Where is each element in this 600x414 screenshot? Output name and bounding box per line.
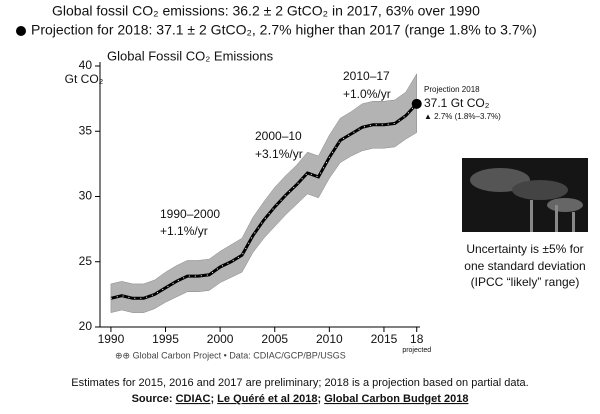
chart-title: Global Fossil CO₂ Emissions xyxy=(107,48,274,63)
headline: Global fossil CO₂ emissions: 36.2 ± 2 Gt… xyxy=(52,3,480,19)
x-note: projected xyxy=(402,347,431,354)
bullet-text: Projection for 2018: 37.1 ± 2 GtCO₂, 2.7… xyxy=(31,22,537,38)
source-link[interactable]: Global Carbon Budget 2018 xyxy=(324,393,468,405)
footnote: Estimates for 2015, 2016 and 2017 are pr… xyxy=(71,377,528,389)
annotation: 2000–10 xyxy=(255,129,302,143)
x-tick-label: 2015 xyxy=(371,332,398,346)
uncertainty-note: one standard deviation xyxy=(464,259,585,273)
y-tick-label: 30 xyxy=(79,189,93,203)
chart-credit: ⊕⊕ Global Carbon Project • Data: CDIAC/G… xyxy=(115,350,346,360)
y-axis-label: Gt CO₂ xyxy=(65,72,104,86)
series-line xyxy=(110,102,418,300)
separator: ; xyxy=(317,393,321,405)
projection-change: ▲ 2.7% (1.8%–3.7%) xyxy=(424,112,501,121)
uncertainty-note: (IPCC “likely” range) xyxy=(471,275,580,289)
x-tick-label: 2000 xyxy=(207,332,234,346)
projection-value: 37.1 Gt CO₂ xyxy=(424,96,490,110)
projection-label: Projection 2018 xyxy=(424,85,480,94)
source-link[interactable]: Le Quéré et al 2018 xyxy=(217,393,317,405)
x-tick-label: 18 xyxy=(410,332,424,346)
source-link[interactable]: CDIAC xyxy=(176,393,211,405)
source-label: Source: xyxy=(132,393,173,405)
uncertainty-band xyxy=(110,72,417,313)
y-tick-label: 20 xyxy=(79,319,93,333)
y-tick-label: 25 xyxy=(79,254,93,268)
separator: ; xyxy=(210,393,214,405)
x-tick-label: 1995 xyxy=(152,332,179,346)
annotation: +1.0%/yr xyxy=(343,87,391,101)
bullet-dot xyxy=(16,26,26,36)
annotation: +3.1%/yr xyxy=(255,147,303,161)
photo xyxy=(462,158,588,232)
annotation: +1.1%/yr xyxy=(160,224,208,238)
y-tick-label: 35 xyxy=(79,123,93,137)
y-tick-label: 40 xyxy=(79,58,93,72)
x-tick-label: 2005 xyxy=(261,332,288,346)
x-tick-label: 1990 xyxy=(98,332,125,346)
annotation: 1990–2000 xyxy=(160,207,220,221)
x-tick-label: 2010 xyxy=(316,332,343,346)
uncertainty-note: Uncertainty is ±5% for xyxy=(466,242,583,256)
projection-point xyxy=(411,98,422,109)
source-line: Source: CDIAC; Le Quéré et al 2018; Glob… xyxy=(132,393,469,405)
annotation: 2010–17 xyxy=(343,69,390,83)
